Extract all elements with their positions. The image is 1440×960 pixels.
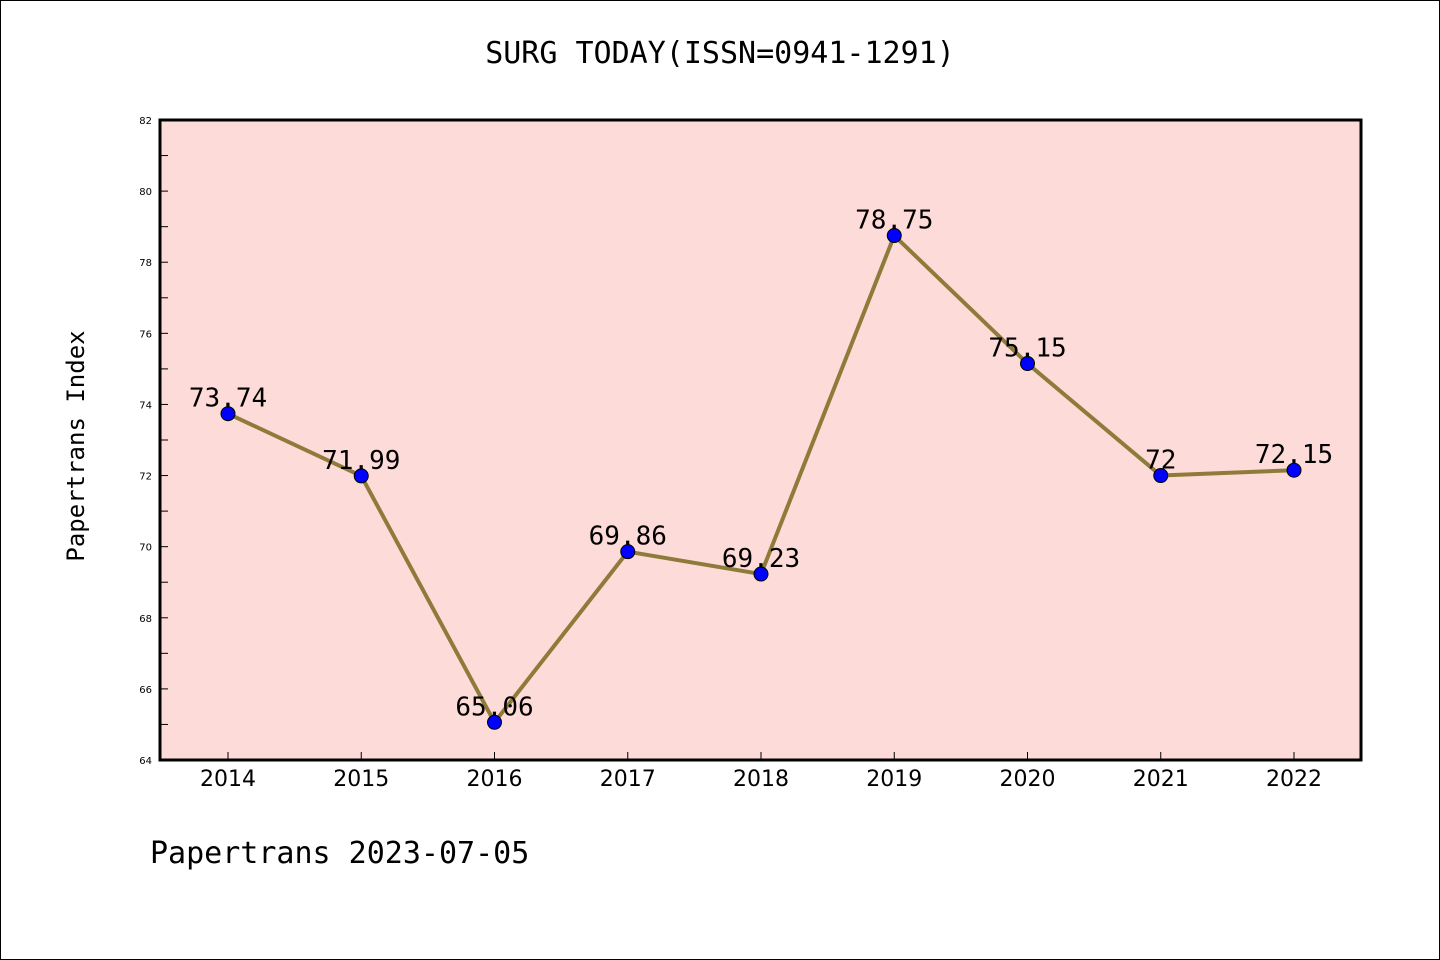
- y-tick-label: 64: [139, 756, 152, 767]
- data-point: [1286, 462, 1302, 478]
- y-tick-label: 76: [139, 329, 152, 340]
- x-tick-label: 2020: [1000, 767, 1056, 792]
- y-tick-label: 72: [139, 472, 152, 483]
- data-label: 71.99: [322, 446, 400, 476]
- x-tick-label: 2016: [467, 767, 523, 792]
- data-label: 65.06: [455, 692, 533, 722]
- x-tick-label: 2019: [866, 767, 922, 792]
- data-label: 73.74: [189, 384, 267, 414]
- data-point: [886, 228, 902, 244]
- chart-title: SURG TODAY(ISSN=0941-1291): [485, 36, 955, 71]
- y-tick-label: 78: [139, 258, 152, 269]
- y-tick-label: 70: [139, 543, 152, 554]
- plot-border: [158, 118, 1363, 762]
- y-tick-label: 82: [139, 116, 152, 127]
- y-tick-label: 68: [139, 614, 152, 625]
- y-tick-label: 66: [139, 685, 152, 696]
- data-label: 69.23: [722, 544, 800, 574]
- data-point: [620, 544, 636, 560]
- data-point: [353, 468, 369, 484]
- data-labels: 73.74 71.99 65.06 69.86 69.23 78.75 75.15 72 72.…: [189, 206, 1333, 723]
- y-tick-label: 80: [139, 187, 152, 198]
- data-label: 72: [1145, 446, 1176, 476]
- x-tick-label: 2021: [1133, 767, 1189, 792]
- data-label: 72.15: [1255, 440, 1333, 470]
- data-point: [487, 714, 502, 730]
- x-axis: 2014 2015 2016 2017 2018 2019 2020 2021 2022: [200, 752, 1322, 792]
- data-point: [753, 566, 769, 582]
- data-label: 75.15: [988, 334, 1066, 364]
- x-tick-label: 2015: [333, 767, 389, 792]
- x-tick-label: 2018: [733, 767, 789, 792]
- data-label: 69.86: [589, 522, 667, 552]
- data-point: [1153, 468, 1169, 484]
- data-point: [220, 406, 236, 422]
- data-markers: [220, 228, 1302, 730]
- x-tick-label: 2014: [200, 767, 256, 792]
- data-label: 78.75: [855, 206, 933, 236]
- plot-area: [160, 120, 1361, 760]
- data-point: [1020, 356, 1035, 372]
- x-tick-label: 2017: [600, 767, 656, 792]
- y-tick-label: 74: [139, 400, 152, 411]
- y-axis: 64 66 68 70 72 74 76 78 80 82: [139, 116, 168, 767]
- x-tick-label: 2022: [1266, 767, 1322, 792]
- footer-note: Papertrans 2023-07-05: [150, 836, 530, 871]
